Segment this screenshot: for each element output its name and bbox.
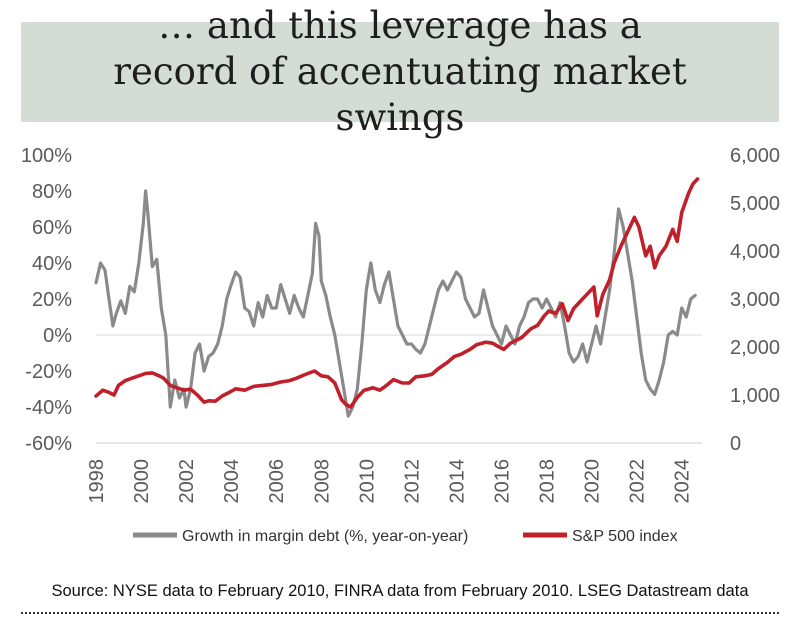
- x-tick-label: 2012: [401, 459, 423, 504]
- title-banner: … and this leverage has a record of acce…: [21, 4, 779, 139]
- left-tick-label: 80%: [32, 181, 72, 203]
- left-tick-label: 60%: [32, 217, 72, 239]
- left-tick-label: 0%: [43, 325, 72, 347]
- series-lines: [94, 177, 700, 418]
- left-tick-label: -60%: [25, 433, 72, 455]
- x-tick-label: 2006: [266, 459, 288, 504]
- left-tick-label: 40%: [32, 253, 72, 275]
- right-tick-label: 0: [730, 433, 741, 455]
- x-tick-label: 2010: [356, 459, 378, 504]
- x-tick-label: 2016: [492, 459, 514, 504]
- left-tick-label: 100%: [21, 145, 72, 167]
- x-axis-ticks: 1998 2000 2002 2004 2006 2008 2010 2012 2014 2016…: [86, 459, 694, 504]
- x-tick-label: 2000: [131, 459, 153, 504]
- right-tick-label: 5,000: [730, 193, 780, 215]
- x-tick-label: 2022: [627, 459, 649, 504]
- x-tick-label: 2020: [582, 459, 604, 504]
- legend: Growth in margin debt (%, year-on-year) S…: [133, 528, 678, 545]
- x-tick-label: 2014: [446, 459, 468, 504]
- left-axis-ticks: 100% 80% 60% 40% 20% 0% -20% -40% -60%: [21, 145, 72, 455]
- x-tick-label: 2024: [672, 459, 694, 504]
- chart-title: … and this leverage has a record of acce…: [113, 4, 687, 139]
- x-tick-label: 2002: [176, 459, 198, 504]
- left-tick-label: -40%: [25, 397, 72, 419]
- margin-debt-line: [94, 189, 697, 418]
- right-axis-ticks: 6,000 5,000 4,000 3,000 2,000 1,000 0: [730, 145, 780, 455]
- legend-label-margin-debt: Growth in margin debt (%, year-on-year): [182, 528, 468, 545]
- x-tick-label: 2004: [221, 459, 243, 504]
- right-tick-label: 2,000: [730, 337, 780, 359]
- right-tick-label: 1,000: [730, 385, 780, 407]
- x-tick-label: 1998: [86, 459, 108, 504]
- left-tick-label: 20%: [32, 289, 72, 311]
- bottom-dotted-rule: [21, 612, 779, 614]
- right-tick-label: 3,000: [730, 289, 780, 311]
- legend-label-sp500: S&P 500 index: [572, 528, 678, 545]
- x-tick-label: 2008: [311, 459, 333, 504]
- right-tick-label: 6,000: [730, 145, 780, 167]
- source-note: Source: NYSE data to February 2010, FINR…: [51, 582, 749, 600]
- x-tick-label: 2018: [537, 459, 559, 504]
- right-tick-label: 4,000: [730, 241, 780, 263]
- sp500-line: [94, 177, 700, 409]
- left-tick-label: -20%: [25, 361, 72, 383]
